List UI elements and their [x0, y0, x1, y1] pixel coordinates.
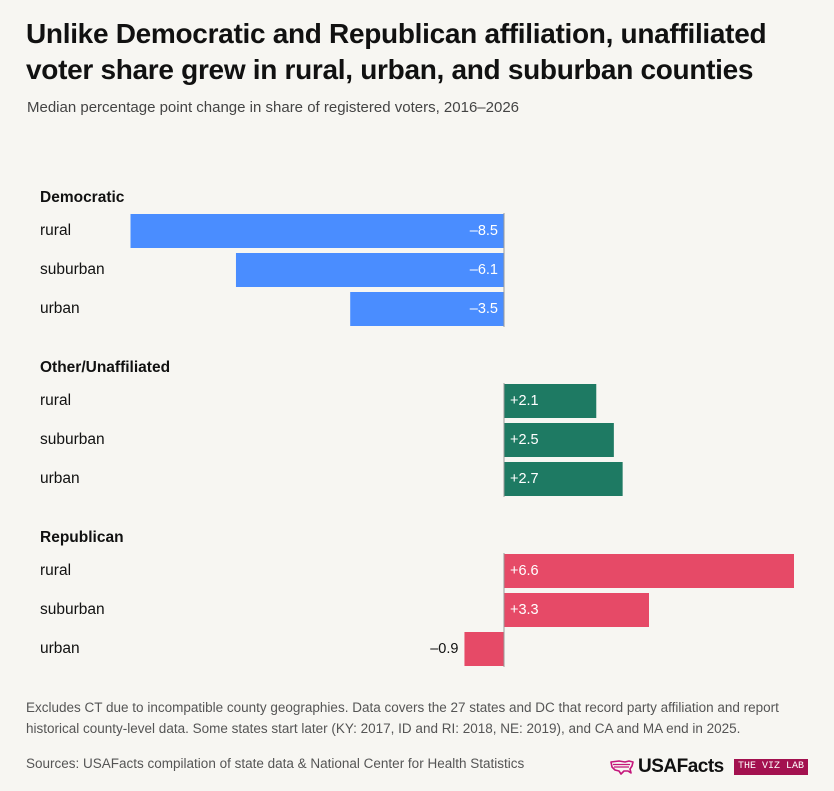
- category-label-other-unaffiliated-suburban: suburban: [40, 431, 105, 448]
- value-label-democratic-suburban: –6.1: [470, 262, 498, 278]
- footnote: Excludes CT due to incompatible county g…: [26, 700, 779, 736]
- value-label-republican-rural: +6.6: [510, 563, 539, 579]
- sources-text: Sources: USAFacts compilation of state d…: [26, 756, 525, 771]
- value-label-republican-urban: –0.9: [430, 641, 458, 657]
- bar-republican-rural: [504, 554, 794, 588]
- chart-subtitle: Median percentage point change in share …: [27, 99, 520, 116]
- group-label-democratic: Democratic: [40, 189, 125, 206]
- value-label-other-unaffiliated-rural: +2.1: [510, 393, 539, 409]
- bar-democratic-urban: [350, 292, 504, 326]
- bar-other-unaffiliated-rural: [504, 384, 597, 418]
- bar-other-unaffiliated-suburban: [504, 423, 614, 457]
- value-label-republican-suburban: +3.3: [510, 602, 539, 618]
- bar-other-unaffiliated-urban: [504, 462, 623, 496]
- viz-lab-badge: THE VIZ LAB: [734, 759, 809, 775]
- group-label-other-unaffiliated: Other/Unaffiliated: [40, 359, 170, 376]
- category-label-other-unaffiliated-rural: rural: [40, 392, 71, 409]
- category-label-republican-rural: rural: [40, 562, 71, 579]
- value-label-democratic-rural: –8.5: [470, 223, 498, 239]
- bar-democratic-rural: [130, 214, 505, 248]
- category-label-republican-suburban: suburban: [40, 601, 105, 618]
- value-label-democratic-urban: –3.5: [470, 301, 498, 317]
- usafacts-logo[interactable]: USAFacts: [610, 754, 724, 780]
- logo-text: USAFacts: [638, 756, 724, 777]
- group-label-republican: Republican: [40, 529, 124, 546]
- bar-chart: Democratic rural –8.5 suburban –6.1 urban –3.5…: [40, 189, 794, 667]
- value-label-other-unaffiliated-suburban: +2.5: [510, 432, 539, 448]
- category-label-democratic-urban: urban: [40, 300, 80, 317]
- category-label-democratic-suburban: suburban: [40, 261, 105, 278]
- category-label-other-unaffiliated-urban: urban: [40, 470, 80, 487]
- bar-republican-suburban: [504, 593, 649, 627]
- category-label-republican-urban: urban: [40, 640, 80, 657]
- bar-republican-urban: [464, 632, 504, 666]
- us-map-icon: [610, 760, 634, 775]
- value-label-other-unaffiliated-urban: +2.7: [510, 471, 539, 487]
- category-label-democratic-rural: rural: [40, 222, 71, 239]
- chart-title: Unlike Democratic and Republican affilia…: [26, 18, 767, 85]
- bar-democratic-suburban: [235, 253, 504, 287]
